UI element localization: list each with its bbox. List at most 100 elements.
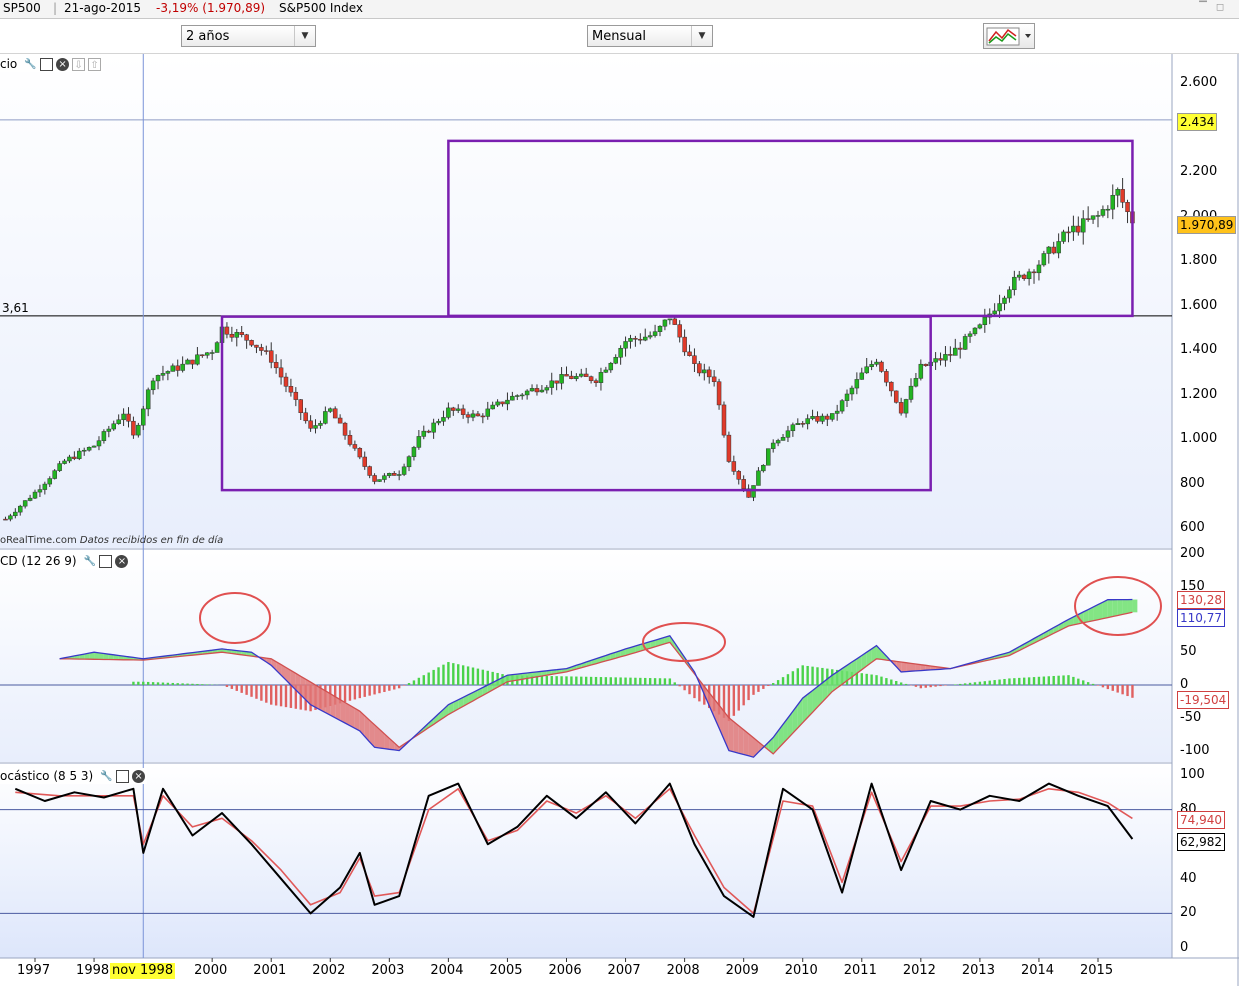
candle xyxy=(633,338,638,340)
macd-signal-fill xyxy=(108,654,114,660)
candle xyxy=(706,369,712,378)
histogram-bar xyxy=(737,685,740,711)
candle xyxy=(160,373,166,376)
macd-signal-fill xyxy=(113,654,119,660)
restore-icon[interactable]: ◻ xyxy=(1215,2,1225,13)
macd-signal-fill xyxy=(89,652,95,660)
window-icon[interactable] xyxy=(116,770,130,783)
candle xyxy=(3,518,8,521)
candle xyxy=(559,374,564,384)
macd-signal-fill xyxy=(1083,609,1089,623)
candle xyxy=(180,363,185,371)
candle xyxy=(982,316,988,325)
candle xyxy=(121,413,126,421)
candle xyxy=(1002,297,1007,304)
symbol-label: SP500 xyxy=(3,1,41,15)
histogram-bar xyxy=(1131,685,1134,698)
chevron-down-icon: ▼ xyxy=(294,26,315,46)
move-down-icon[interactable]: ⇩ xyxy=(72,58,86,71)
close-icon[interactable]: × xyxy=(115,555,129,568)
macd-signal-fill xyxy=(458,697,464,710)
histogram-bar xyxy=(1126,685,1129,697)
histogram-bar xyxy=(1032,677,1036,685)
wrench-icon[interactable]: 🔧 xyxy=(83,556,97,567)
macd-signal-fill xyxy=(901,662,907,672)
macd-signal-fill xyxy=(266,658,272,666)
candle xyxy=(81,449,87,452)
histogram-bar xyxy=(289,685,293,708)
window-icon[interactable] xyxy=(99,555,113,568)
chart-type-button[interactable] xyxy=(983,23,1035,49)
toolbar: 2 años ▼ Mensual ▼ xyxy=(0,19,1239,54)
macd-signal-fill xyxy=(807,690,813,718)
minimize-icon[interactable]: ▔ xyxy=(1199,2,1207,13)
candle xyxy=(106,428,112,432)
close-icon[interactable]: × xyxy=(132,770,146,783)
candle xyxy=(997,303,1002,312)
histogram-bar xyxy=(402,685,406,686)
histogram-bar xyxy=(1013,678,1016,685)
histogram-bar xyxy=(599,677,603,685)
histogram-bar xyxy=(378,685,381,694)
move-up-icon[interactable]: ⇧ xyxy=(88,58,102,71)
histogram-bar xyxy=(747,685,750,701)
candle xyxy=(1110,194,1116,210)
histogram-bar xyxy=(560,676,563,685)
close-icon[interactable]: × xyxy=(56,58,70,71)
histogram-bar xyxy=(1077,678,1080,685)
window-icon[interactable] xyxy=(40,58,54,71)
candle xyxy=(170,365,176,372)
macd-signal-fill xyxy=(664,635,670,644)
histogram-bar xyxy=(993,680,996,685)
candle xyxy=(1076,225,1081,233)
candle xyxy=(1061,231,1066,242)
macd-signal-fill xyxy=(1132,599,1138,613)
wrench-icon[interactable]: 🔧 xyxy=(24,59,37,70)
candle xyxy=(426,430,431,433)
candle xyxy=(1120,189,1125,203)
wrench-icon[interactable]: 🔧 xyxy=(100,771,113,782)
macd-signal-fill xyxy=(802,694,808,723)
histogram-bar xyxy=(132,681,135,685)
interval-select[interactable]: Mensual ▼ xyxy=(587,25,713,47)
histogram-bar xyxy=(555,676,558,685)
candle xyxy=(667,318,673,321)
macd-signal-fill xyxy=(797,698,803,728)
histogram-bar xyxy=(875,675,878,685)
period-select[interactable]: 2 años ▼ xyxy=(181,25,316,47)
histogram-bar xyxy=(786,674,790,685)
histogram-bar xyxy=(1082,680,1085,685)
histogram-bar xyxy=(781,677,785,685)
candle xyxy=(795,423,801,425)
candle xyxy=(190,359,195,365)
macd-signal-fill xyxy=(443,704,449,718)
candle xyxy=(17,505,23,513)
candle xyxy=(972,327,978,335)
histogram-bar xyxy=(904,683,908,685)
candle xyxy=(967,333,973,337)
histogram-value-label: -19,504 xyxy=(1177,691,1230,709)
histogram-bar xyxy=(363,685,366,697)
histogram-bar xyxy=(914,685,918,687)
candle xyxy=(416,436,422,448)
candle xyxy=(756,470,761,486)
candle xyxy=(131,420,136,436)
candle xyxy=(736,471,741,480)
interval-value: Mensual xyxy=(592,29,647,44)
candle xyxy=(22,500,28,507)
candle xyxy=(524,390,530,396)
histogram-bar xyxy=(698,685,701,702)
stoch-panel-title-bar: ocástico (8 5 3) 🔧 × xyxy=(0,768,148,784)
histogram-bar xyxy=(816,667,819,685)
histogram-bar xyxy=(171,682,174,685)
histogram-bar xyxy=(137,681,140,685)
histogram-bar xyxy=(181,683,184,685)
histogram-bar xyxy=(368,685,371,696)
histogram-bar xyxy=(801,665,804,685)
candle xyxy=(1021,274,1027,279)
histogram-bar xyxy=(486,670,489,685)
macd-signal-fill xyxy=(315,685,321,710)
candle xyxy=(1041,253,1047,266)
macd-signal-fill xyxy=(655,638,661,647)
